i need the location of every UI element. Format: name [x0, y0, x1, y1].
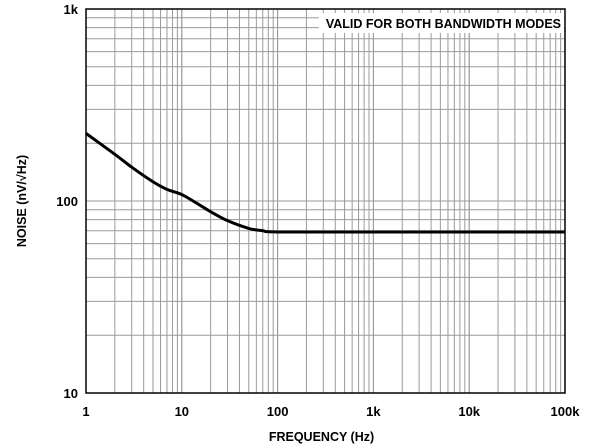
y-tick-label: 100: [56, 194, 78, 209]
x-tick-label: 1: [82, 404, 89, 419]
noise-curve: [85, 132, 566, 234]
x-tick-label: 10k: [458, 404, 480, 419]
annotation-label: VALID FOR BOTH BANDWIDTH MODES: [326, 17, 561, 31]
plot-frame: [85, 8, 566, 394]
x-tick-label: 100: [267, 404, 289, 419]
x-tick-label: 1k: [366, 404, 381, 419]
annotation-background: [318, 13, 564, 33]
x-tick-label: 100k: [551, 404, 581, 419]
y-axis-title: NOISE (nV/√Hz): [15, 155, 29, 247]
grid: [85, 8, 566, 394]
tick-labels: 1 10 100 1k 10k 100k 10 100 1k: [56, 2, 580, 419]
x-tick-label: 10: [175, 404, 189, 419]
y-tick-label: 1k: [64, 2, 79, 17]
x-axis-title: FREQUENCY (Hz): [269, 430, 374, 444]
plot-data: [85, 132, 566, 234]
y-tick-label: 10: [64, 386, 78, 401]
